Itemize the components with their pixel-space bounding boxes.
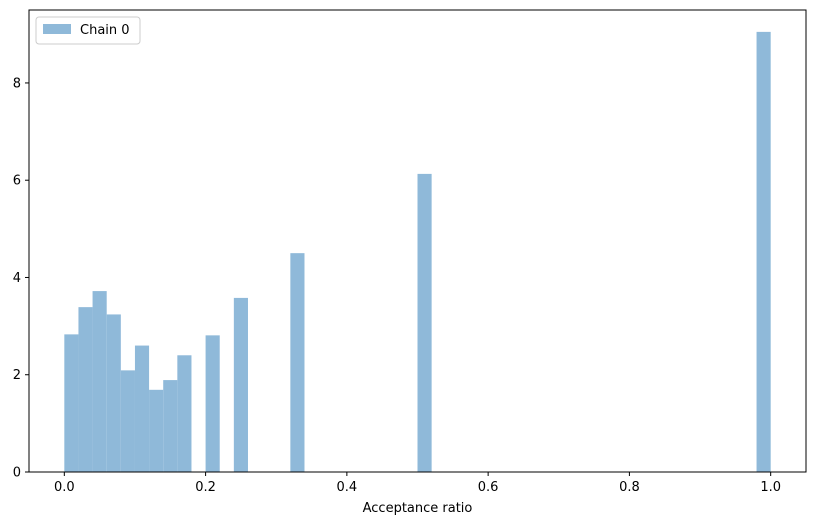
- histogram-bar: [120, 370, 135, 472]
- histogram-bar: [290, 253, 305, 472]
- histogram-bar: [163, 380, 178, 472]
- histogram-bar: [205, 335, 220, 472]
- histogram-bar: [92, 291, 107, 472]
- histogram-bar: [149, 389, 164, 472]
- histogram-bar: [756, 31, 771, 472]
- y-axis-ticks: 0 2 4 6 8: [13, 76, 29, 481]
- histogram-bar: [134, 345, 150, 472]
- y-tick-label: 4: [13, 271, 21, 286]
- legend-label: Chain 0: [80, 23, 130, 38]
- x-tick-label: 0.6: [478, 480, 499, 495]
- x-tick-label: 0.4: [337, 480, 358, 495]
- legend: Chain 0: [35, 16, 141, 45]
- histogram-bar: [233, 297, 248, 472]
- x-axis-label: Acceptance ratio: [363, 501, 473, 516]
- histogram-bar: [417, 173, 432, 472]
- y-tick-label: 8: [13, 76, 21, 91]
- x-tick-label: 0.2: [195, 480, 216, 495]
- histogram-bar: [177, 355, 192, 472]
- histogram-bar: [106, 314, 121, 472]
- bars-group: [64, 31, 771, 472]
- histogram-bar: [78, 307, 93, 472]
- plot-frame: [28, 9, 807, 473]
- histogram-bar: [64, 334, 79, 472]
- legend-box: [35, 16, 141, 45]
- x-tick-label: 0.8: [619, 480, 640, 495]
- legend-swatch: [43, 24, 71, 34]
- x-tick-label: 0.0: [54, 480, 75, 495]
- y-tick-label: 0: [13, 466, 21, 481]
- x-axis-ticks: 0.0 0.2 0.4 0.6 0.8 1.0: [54, 472, 781, 495]
- y-tick-label: 6: [13, 174, 21, 189]
- x-tick-label: 1.0: [760, 480, 781, 495]
- y-tick-label: 2: [13, 368, 21, 383]
